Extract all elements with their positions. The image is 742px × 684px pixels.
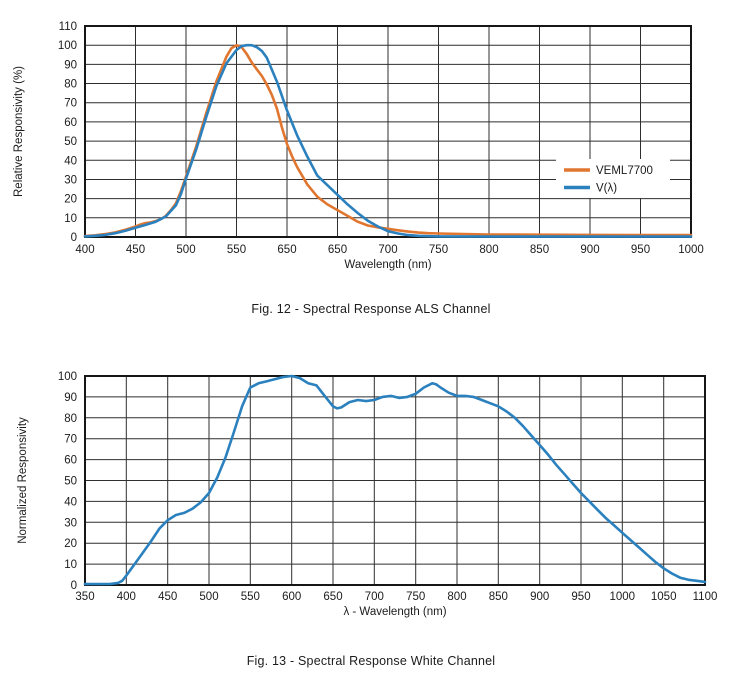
y-axis-title: Relative Responsivity (%) <box>13 66 25 197</box>
x-tick-label: 450 <box>126 244 145 256</box>
legend-item-v: V(λ) <box>564 183 617 195</box>
y-tick-label: 0 <box>71 580 77 592</box>
x-tick-label: 650 <box>277 244 296 256</box>
legend-label: VEML7700 <box>596 165 653 177</box>
x-tick-label: 650 <box>328 244 347 256</box>
y-tick-label: 20 <box>64 538 77 550</box>
y-tick-label: 70 <box>64 98 77 110</box>
y-tick-label: 30 <box>64 175 77 187</box>
y-tick-label: 100 <box>58 371 77 383</box>
x-tick-label: 800 <box>479 244 498 256</box>
x-tick-label: 600 <box>282 591 301 603</box>
y-tick-label: 100 <box>58 40 77 52</box>
x-axis-title: Wavelength (nm) <box>344 259 431 271</box>
x-tick-label: 750 <box>429 244 448 256</box>
x-tick-label: 850 <box>530 244 549 256</box>
y-tick-label: 40 <box>64 155 77 167</box>
y-tick-label: 40 <box>64 496 77 508</box>
y-tick-label: 90 <box>64 392 77 404</box>
legend-item-veml7700: VEML7700 <box>564 165 653 177</box>
x-tick-label: 700 <box>378 244 397 256</box>
y-tick-label: 60 <box>64 455 77 467</box>
x-tick-label: 650 <box>323 591 342 603</box>
legend-background <box>556 159 670 198</box>
y-tick-label: 60 <box>64 117 77 129</box>
x-tick-label: 1050 <box>651 591 677 603</box>
y-tick-label: 70 <box>64 434 77 446</box>
x-tick-label: 850 <box>489 591 508 603</box>
y-tick-label: 80 <box>64 413 77 425</box>
y-tick-label: 30 <box>64 517 77 529</box>
y-tick-label: 110 <box>59 21 77 33</box>
x-tick-label: 350 <box>75 591 94 603</box>
y-tick-labels: 0 10 20 30 40 50 60 70 80 90 100 <box>58 371 77 592</box>
y-tick-labels: 0 10 20 30 40 50 60 70 80 90 100 110 <box>58 21 77 244</box>
y-tick-label: 50 <box>64 136 77 148</box>
x-tick-label: 400 <box>75 244 94 256</box>
y-tick-label: 80 <box>64 79 77 91</box>
gridlines <box>84 375 706 586</box>
y-tick-label: 10 <box>64 213 77 225</box>
series-curve-white-channel <box>83 374 707 586</box>
x-tick-label: 550 <box>227 244 246 256</box>
y-tick-label: 0 <box>71 232 77 244</box>
x-tick-label: 1100 <box>693 591 718 603</box>
x-tick-label: 700 <box>365 591 384 603</box>
x-tick-label: 500 <box>199 591 218 603</box>
x-tick-label: 950 <box>631 244 650 256</box>
x-tick-label: 400 <box>117 591 136 603</box>
x-tick-labels: 350 400 450 500 550 600 650 700 750 800 850 900 950 1… <box>75 591 717 603</box>
x-tick-label: 500 <box>176 244 195 256</box>
x-tick-label: 950 <box>571 591 590 603</box>
x-axis-title: λ - Wavelength (nm) <box>343 606 446 618</box>
series-curve-v <box>83 43 693 238</box>
y-tick-label: 10 <box>64 559 77 571</box>
fig13-caption: Fig. 13 - Spectral Response White Channe… <box>246 654 496 668</box>
x-tick-label: 1000 <box>678 244 704 256</box>
x-tick-label: 800 <box>447 591 466 603</box>
fig13-white-spectral-response-chart: 350 400 450 500 550 600 650 700 750 800 850 900 950 1… <box>17 371 717 618</box>
x-tick-label: 550 <box>241 591 260 603</box>
plot-border <box>84 25 692 238</box>
x-tick-label: 750 <box>406 591 425 603</box>
y-tick-label: 50 <box>64 476 77 488</box>
y-tick-label: 20 <box>64 194 77 206</box>
legend: VEML7700 V(λ) <box>556 159 670 198</box>
x-tick-label: 450 <box>158 591 177 603</box>
x-tick-label: 900 <box>530 591 549 603</box>
x-tick-labels: 400 450 500 550 650 650 700 750 800 850 900 950 1000 <box>75 244 703 256</box>
fig12-caption: Fig. 12 - Spectral Response ALS Channel <box>251 302 491 316</box>
y-tick-label: 90 <box>64 59 77 71</box>
y-axis-title: Normalized Responsivity <box>17 417 29 544</box>
x-tick-label: 1000 <box>610 591 636 603</box>
plot-border <box>84 375 706 586</box>
legend-label: V(λ) <box>596 183 617 195</box>
x-tick-label: 900 <box>580 244 599 256</box>
